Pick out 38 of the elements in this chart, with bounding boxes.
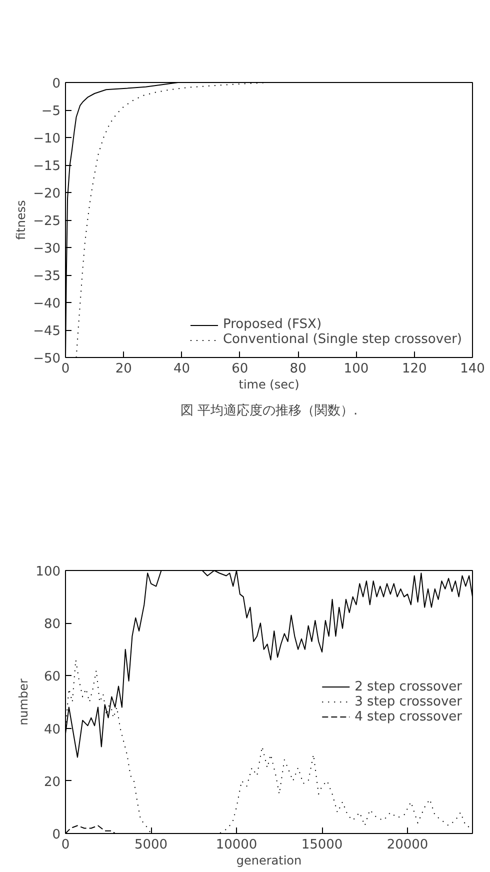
x-tick-label: 5000 <box>134 838 168 852</box>
text: 図 平均適応度の推移（関数）. <box>180 402 358 418</box>
legend-label: 2 step crossover <box>354 679 462 694</box>
y-tick-label: −5 <box>41 104 61 119</box>
y-tick-label: −15 <box>33 159 61 174</box>
y-tick-label: 60 <box>44 670 61 685</box>
x-tick-label: 140 <box>460 362 485 376</box>
y-tick-label: −35 <box>33 269 61 284</box>
x-tick-label: 40 <box>174 362 190 376</box>
x-tick-label: 100 <box>344 362 369 376</box>
x-axis-title: generation <box>236 854 302 868</box>
legend-label: 3 step crossover <box>354 694 462 709</box>
y-axis-title: fitness <box>14 200 28 240</box>
y-tick-label: −40 <box>33 296 61 312</box>
y-tick-label: 80 <box>44 617 61 632</box>
y-tick-label: −20 <box>33 186 61 202</box>
legend-label: Conventional (Single step crossover) <box>222 332 462 347</box>
y-tick-label: −45 <box>33 324 61 339</box>
y-tick-label: 100 <box>36 564 61 580</box>
y-tick-label: 0 <box>52 76 61 92</box>
y-tick-label: 20 <box>44 774 61 790</box>
legend-label: 4 step crossover <box>354 709 462 724</box>
x-tick-label: 120 <box>402 362 427 376</box>
x-tick-label: 60 <box>232 362 248 376</box>
x-tick-label: 10000 <box>216 838 258 852</box>
x-tick-label: 80 <box>290 362 306 376</box>
y-tick-label: −30 <box>33 242 61 256</box>
y-axis-title: number <box>16 678 31 726</box>
y-tick-label: −50 <box>33 352 61 366</box>
x-tick-label: 20 <box>115 362 132 376</box>
x-tick-label: 20000 <box>386 838 428 852</box>
y-tick-label: −10 <box>33 132 61 146</box>
x-tick-label: 15000 <box>301 838 343 852</box>
legend-label: Proposed (FSX) <box>222 317 322 332</box>
y-tick-label: 0 <box>52 828 61 842</box>
y-tick-label: 40 <box>44 722 61 738</box>
y-tick-label: −25 <box>33 214 61 229</box>
x-axis-title: time (sec) <box>238 378 300 392</box>
